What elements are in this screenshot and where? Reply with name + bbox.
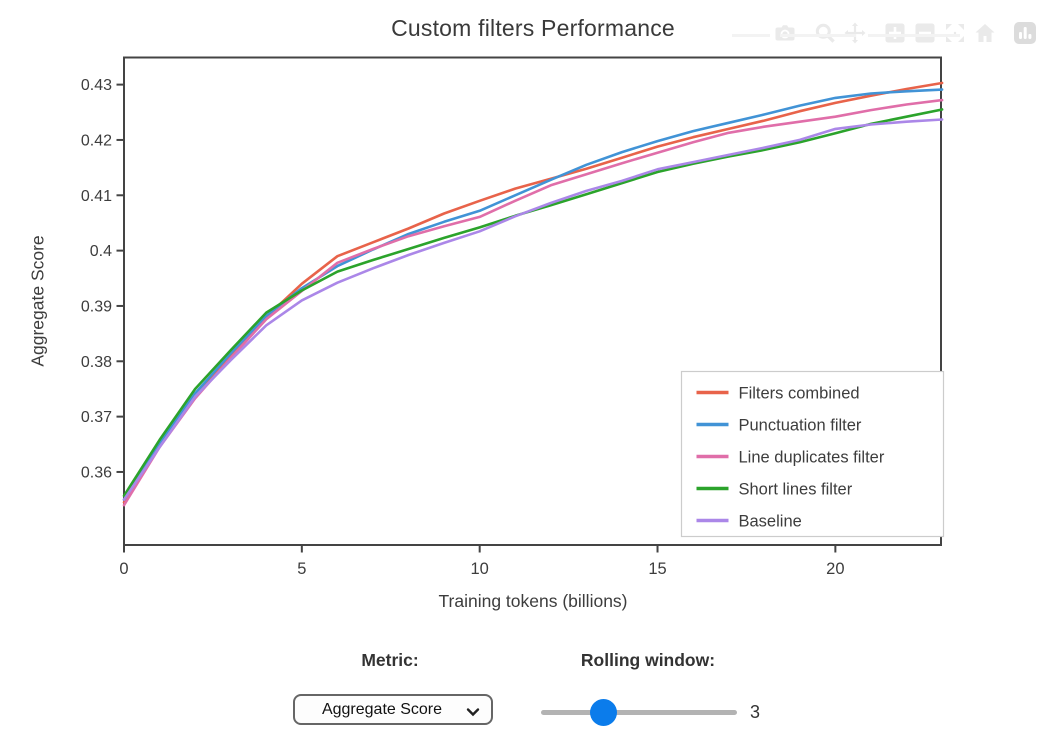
plot-border xyxy=(123,56,942,546)
modebar-group-underline xyxy=(868,34,960,37)
modebar-group-underline xyxy=(780,34,856,37)
x-tick-label: 20 xyxy=(826,560,844,578)
metric-label: Metric: xyxy=(361,650,419,670)
legend-item-label[interactable]: Filters combined xyxy=(739,385,860,403)
x-tick-label: 15 xyxy=(648,560,666,578)
metric-select[interactable]: Aggregate Score xyxy=(293,694,493,725)
autoscale-icon[interactable] xyxy=(940,18,970,48)
zoom-out-icon[interactable] xyxy=(910,18,940,48)
x-axis-title: Training tokens (billions) xyxy=(438,591,628,611)
rolling-window-label: Rolling window: xyxy=(580,650,716,670)
y-tick-label: 0.43 xyxy=(81,77,112,94)
legend-item-label[interactable]: Line duplicates filter xyxy=(739,449,885,467)
chevron-down-icon xyxy=(466,705,480,723)
slider-thumb[interactable] xyxy=(590,699,617,726)
plotly-logo-icon[interactable] xyxy=(1010,18,1040,48)
series-line-baseline xyxy=(122,118,944,501)
legend-item-label[interactable]: Baseline xyxy=(739,513,802,531)
y-tick-label: 0.42 xyxy=(81,132,112,149)
chart-plot-area[interactable]: 0.36 0.37 0.38 0.39 0.4 0.41 0.42 0.43 0 5 10 15 20 F… xyxy=(0,0,1042,625)
slider-track[interactable] xyxy=(541,710,737,715)
rolling-window-slider[interactable] xyxy=(541,699,737,726)
legend-box xyxy=(680,370,945,538)
pan-arrows-icon[interactable] xyxy=(840,18,870,48)
metric-selected-value: Aggregate Score xyxy=(321,700,443,718)
y-axis-title: Aggregate Score xyxy=(27,235,48,367)
legend-item-label[interactable]: Short lines filter xyxy=(739,481,853,499)
legend-item-label[interactable]: Punctuation filter xyxy=(739,417,862,435)
y-tick-label: 0.41 xyxy=(81,188,112,205)
series-line-punctuation-filter xyxy=(122,88,944,501)
y-tick-label: 0.37 xyxy=(81,409,112,426)
x-tick-label: 0 xyxy=(119,560,128,578)
y-tick-label: 0.38 xyxy=(81,354,112,371)
x-tick-label: 5 xyxy=(297,560,306,578)
zoom-in-icon[interactable] xyxy=(880,18,910,48)
y-tick-label: 0.36 xyxy=(81,464,112,481)
rolling-window-value: 3 xyxy=(750,702,761,722)
home-reset-axes-icon[interactable] xyxy=(970,18,1000,48)
y-tick-label: 0.39 xyxy=(81,298,112,315)
modebar-group-underline xyxy=(732,34,770,37)
x-tick-label: 10 xyxy=(471,560,489,578)
chart-title: Custom filters Performance xyxy=(391,15,675,41)
y-tick-label: 0.4 xyxy=(90,243,112,260)
series-line-line-duplicates-filter xyxy=(122,98,944,507)
